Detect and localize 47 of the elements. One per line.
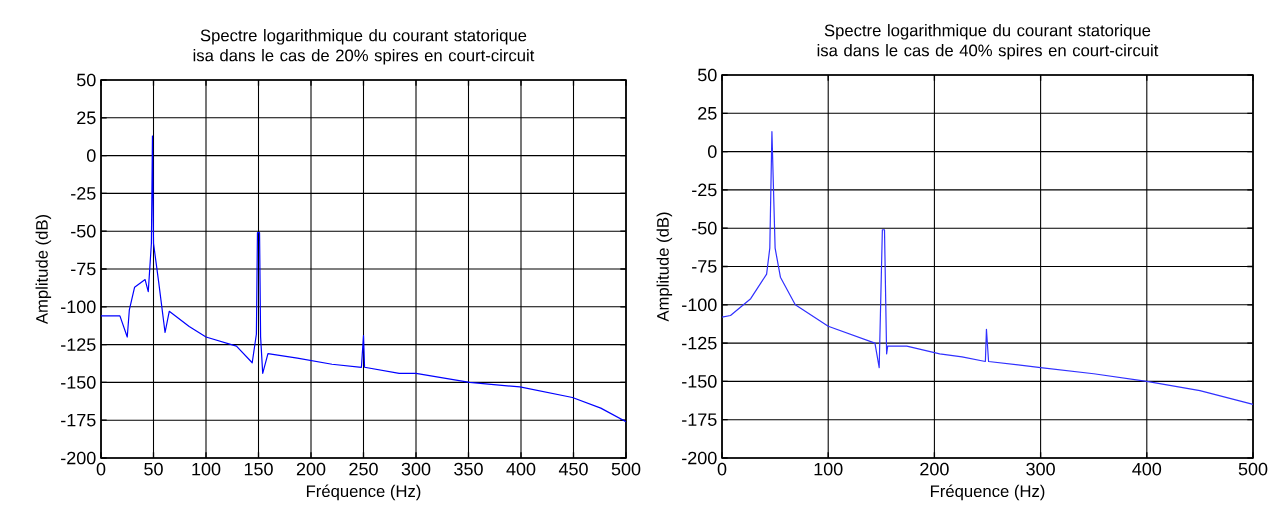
y-tick-label: 50 [697,68,717,82]
x-tick-label: 100 [814,462,843,476]
y-axis-title: Amplitude (dB) [656,212,673,322]
x-tick-label: 200 [920,462,949,476]
x-tick-label: 50 [144,462,163,476]
y-tick-label: -25 [71,187,96,200]
x-tick-label: 0 [717,462,727,476]
x-tick-label: 400 [1132,462,1162,476]
y-tick-label: -175 [61,413,96,427]
y-tick-label: 50 [76,73,96,87]
y-tick-label: 25 [698,106,717,120]
y-tick-label: 0 [708,145,717,158]
x-axis-title: Fréquence (Hz) [930,484,1045,501]
x-tick-label: 250 [349,462,378,476]
chart-title: Spectre logarithmique du courant statorique isa dans le cas de 40% spires en court-circuit [817,24,1159,60]
line-series [101,135,626,423]
y-tick-label: -200 [682,451,717,465]
x-axis-title: Fréquence (Hz) [306,484,421,501]
y-tick-label: -125 [682,336,717,350]
x-tick-label: 100 [192,462,221,476]
chart-title: Spectre logarithmique du courant statorique isa dans le cas de 20% spires en court-circuit [193,29,535,65]
y-tick-label: 0 [86,149,96,162]
line-series [722,131,1254,405]
x-tick-label: 400 [506,462,536,476]
y-axis-title: Amplitude (dB) [35,214,52,325]
y-tick-label: 25 [77,111,96,125]
x-tick-label: 0 [96,462,106,476]
y-tick-label: -25 [692,183,717,197]
y-tick-label: -125 [61,338,96,351]
x-tick-label: 350 [454,462,483,476]
y-tick-label: -100 [61,300,96,314]
x-tick-label: 450 [558,462,588,476]
x-tick-label: 300 [1026,462,1055,476]
y-tick-label: -150 [682,375,717,388]
y-tick-label: -200 [61,451,96,465]
x-tick-label: 500 [611,462,641,476]
y-tick-label: -75 [692,260,717,273]
y-tick-label: -100 [682,298,717,312]
x-tick-label: 300 [401,462,431,476]
y-tick-label: -75 [71,262,96,276]
y-tick-label: -50 [692,221,717,235]
y-tick-label: -150 [61,376,96,389]
x-tick-label: 150 [244,462,273,476]
x-tick-label: 500 [1238,462,1268,476]
y-tick-label: -50 [71,224,96,238]
x-tick-label: 200 [296,462,326,476]
y-tick-label: -175 [682,413,717,426]
